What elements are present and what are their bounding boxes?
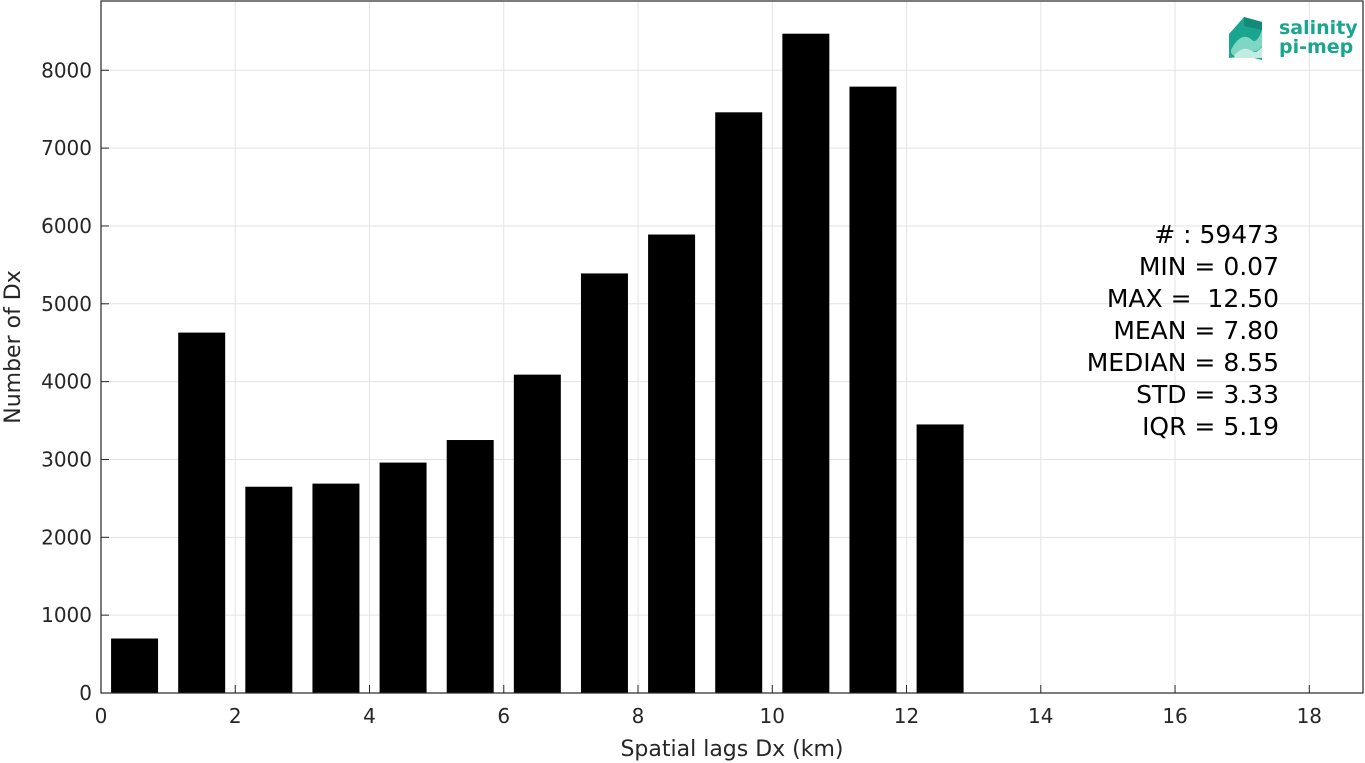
x-tick-label: 18 xyxy=(1297,704,1322,728)
x-tick-label: 16 xyxy=(1162,704,1187,728)
x-tick-label: 6 xyxy=(497,704,510,728)
x-tick-label: 12 xyxy=(894,704,919,728)
y-axis-label: Number of Dx xyxy=(1,270,26,424)
histogram-bar xyxy=(580,273,628,693)
y-tick-label: 1000 xyxy=(41,603,92,627)
histogram-bar xyxy=(178,332,226,693)
y-tick-label: 6000 xyxy=(41,214,92,238)
x-tick-label: 10 xyxy=(760,704,785,728)
bar-series xyxy=(111,33,964,694)
salinity-pi-mep-logo: salinity pi-mep xyxy=(1229,17,1358,60)
x-tick-label: 14 xyxy=(1028,704,1053,728)
y-tick-label: 2000 xyxy=(41,525,92,549)
y-tick-label: 4000 xyxy=(41,370,92,394)
y-tick-label: 7000 xyxy=(41,136,92,160)
x-tick-labels: 0 2 4 6 8 10 12 14 16 18 xyxy=(95,704,1322,728)
stat-line: MIN = 0.07 xyxy=(1139,252,1279,281)
stat-line: # : 59473 xyxy=(1154,220,1279,249)
y-tick-labels: 0 1000 2000 3000 4000 5000 6000 7000 8000 xyxy=(41,58,92,705)
logo-text-salinity: salinity xyxy=(1279,17,1358,39)
histogram-bar xyxy=(849,86,897,694)
histogram-bar xyxy=(916,424,964,693)
histogram-bar xyxy=(312,483,360,693)
stat-line: STD = 3.33 xyxy=(1136,380,1279,409)
axes-frame xyxy=(100,0,1364,694)
tick-marks xyxy=(100,69,1310,694)
y-tick-label: 0 xyxy=(79,681,92,705)
y-tick-label: 8000 xyxy=(41,58,92,82)
x-tick-label: 4 xyxy=(363,704,376,728)
histogram-bar xyxy=(245,486,293,693)
x-tick-label: 8 xyxy=(632,704,645,728)
stat-line: MEDIAN = 8.55 xyxy=(1087,348,1279,377)
x-axis-label: Spatial lags Dx (km) xyxy=(620,737,843,762)
y-tick-label: 3000 xyxy=(41,447,92,471)
stat-line: MAX = 12.50 xyxy=(1107,284,1279,313)
x-tick-label: 0 xyxy=(95,704,108,728)
histogram-bar xyxy=(782,33,830,693)
histogram-bar xyxy=(648,234,696,693)
histogram-bar xyxy=(379,462,427,693)
stat-line: MEAN = 7.80 xyxy=(1113,316,1279,345)
histogram-bar xyxy=(111,638,159,693)
logo-wave-icon xyxy=(1229,17,1262,60)
histogram-bar xyxy=(513,374,561,693)
stat-line: IQR = 5.19 xyxy=(1142,412,1279,441)
logo-text-pi-mep: pi-mep xyxy=(1279,36,1353,58)
statistics-annotation: # : 59473 MIN = 0.07 MAX = 12.50 MEAN = 7.8… xyxy=(1087,220,1279,441)
histogram-bar xyxy=(715,112,763,693)
x-tick-label: 2 xyxy=(229,704,242,728)
y-tick-label: 5000 xyxy=(41,292,92,316)
histogram-bar xyxy=(446,440,494,693)
